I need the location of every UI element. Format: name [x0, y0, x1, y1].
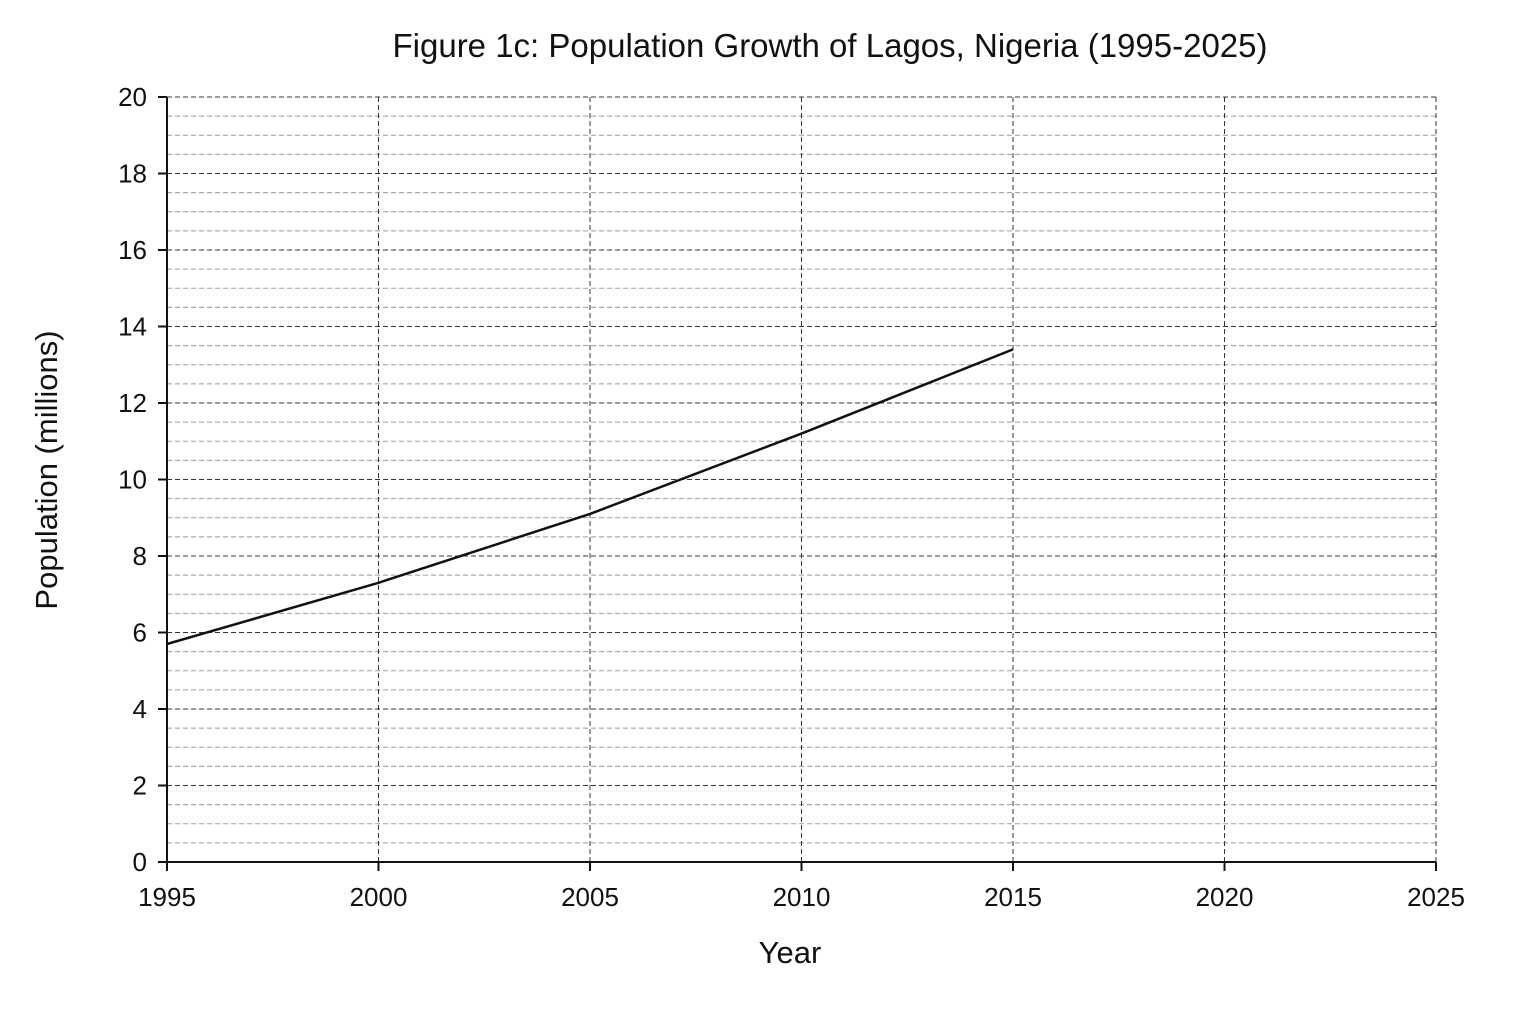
y-tick-label: 14: [118, 312, 147, 342]
x-axis-label: Year: [759, 935, 822, 970]
y-tick-label: 16: [118, 235, 147, 265]
y-tick-label: 18: [118, 159, 147, 189]
x-tick-label: 2010: [773, 882, 831, 912]
y-tick-label: 4: [133, 694, 147, 724]
x-tick-label: 1995: [138, 882, 196, 912]
y-tick-label: 8: [133, 541, 147, 571]
y-tick-label: 0: [133, 847, 147, 877]
y-tick-label: 12: [118, 388, 147, 418]
x-tick-label: 2020: [1196, 882, 1254, 912]
major-gridlines: [167, 97, 1436, 862]
x-tick-label: 2025: [1407, 882, 1465, 912]
y-axis-label: Population (millions): [29, 330, 64, 609]
y-tick-label: 6: [133, 618, 147, 648]
x-tick-label: 2000: [350, 882, 408, 912]
x-tick-label: 2015: [984, 882, 1042, 912]
y-tick-label: 2: [133, 771, 147, 801]
y-tick-label: 20: [118, 82, 147, 112]
x-tick-label: 2005: [561, 882, 619, 912]
axis-ticks: 0 2 4 6 8 10 12 14 16 18 20 1995 2000 2005 2010 2015 202…: [118, 82, 1465, 912]
chart-title: Figure 1c: Population Growth of Lagos, N…: [393, 27, 1268, 64]
y-tick-label: 10: [118, 465, 147, 495]
